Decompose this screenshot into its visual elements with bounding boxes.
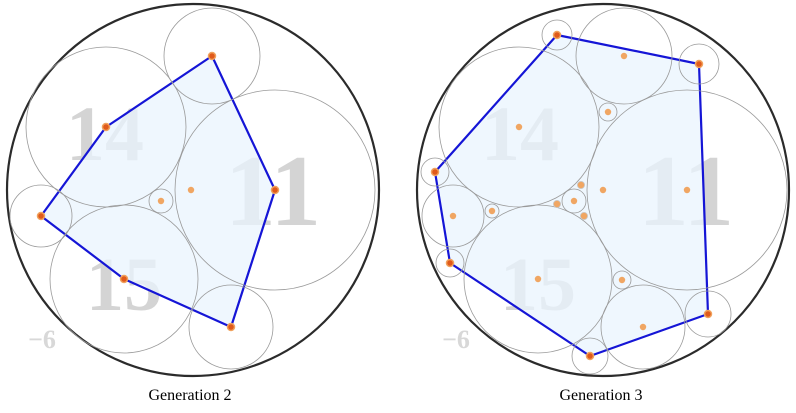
- caption-generation-3: Generation 3: [559, 387, 642, 404]
- tangent-circle: [575, 7, 673, 105]
- center-dot: [449, 212, 457, 220]
- small-center-dot: [577, 180, 586, 189]
- vertex-dot: [226, 322, 236, 332]
- tangent-circle: [49, 204, 199, 354]
- outer-curvature-label: −6: [442, 325, 470, 354]
- tangent-circles: [9, 7, 376, 370]
- center-dot: [187, 186, 195, 194]
- tangent-circle: [421, 184, 485, 248]
- outer-curvature-label: −6: [28, 325, 56, 354]
- tangent-circle: [463, 204, 613, 354]
- tangent-circle: [678, 43, 720, 85]
- center-dot: [488, 207, 496, 215]
- tangent-circle: [571, 337, 609, 375]
- vertex-dot: [703, 309, 713, 319]
- small-center-dot: [553, 199, 562, 208]
- center-dot: [599, 186, 607, 194]
- center-dot: [515, 123, 523, 131]
- panel-generation-2: 14 11 15 −6 Generation 2: [5, 2, 381, 404]
- vertex-dot: [119, 274, 129, 284]
- vertex-dot: [694, 59, 704, 69]
- tangent-circle: [600, 284, 686, 370]
- tangent-circle: [174, 89, 376, 291]
- vertex-dot: [101, 122, 111, 132]
- vertex-markers: [430, 30, 713, 361]
- tangent-circle: [420, 157, 450, 187]
- outer-bounding-circle: [5, 2, 381, 378]
- center-dot: [618, 276, 626, 284]
- tangent-circle: [435, 248, 465, 278]
- tangent-circle: [484, 203, 500, 219]
- caption-generation-2: Generation 2: [148, 387, 231, 404]
- vertex-dot: [430, 167, 440, 177]
- tangent-circles: [420, 7, 788, 375]
- tangent-circle: [541, 19, 573, 51]
- vertex-dot: [36, 211, 46, 221]
- vertex-dot: [207, 51, 217, 61]
- vertex-dot: [270, 185, 280, 195]
- center-markers: [449, 52, 691, 331]
- vertex-dot: [445, 258, 455, 268]
- tangent-circle: [612, 270, 632, 290]
- center-dot: [639, 323, 647, 331]
- tangent-circle: [561, 188, 587, 214]
- outer-bounding-circle: [415, 2, 791, 378]
- tangent-circle: [438, 46, 600, 208]
- tangent-circle: [684, 290, 732, 338]
- center-dot: [604, 108, 612, 116]
- tangent-circle: [586, 89, 788, 291]
- vertex-dot: [585, 351, 595, 361]
- center-dot: [570, 197, 578, 205]
- panel-generation-3: 14 11 15 −6: [415, 2, 791, 404]
- tangent-circle: [188, 284, 274, 370]
- tangent-circle: [163, 7, 261, 105]
- tangent-circle: [148, 188, 174, 214]
- tangent-circle: [598, 102, 618, 122]
- center-dot: [620, 52, 628, 60]
- tangent-circle: [9, 184, 73, 248]
- vertex-markers: [36, 51, 280, 332]
- center-dot: [157, 197, 165, 205]
- vertex-dot: [552, 30, 562, 40]
- center-markers: [157, 186, 195, 205]
- small-center-dot: [580, 211, 589, 220]
- center-dot: [683, 186, 691, 194]
- center-dot: [534, 275, 542, 283]
